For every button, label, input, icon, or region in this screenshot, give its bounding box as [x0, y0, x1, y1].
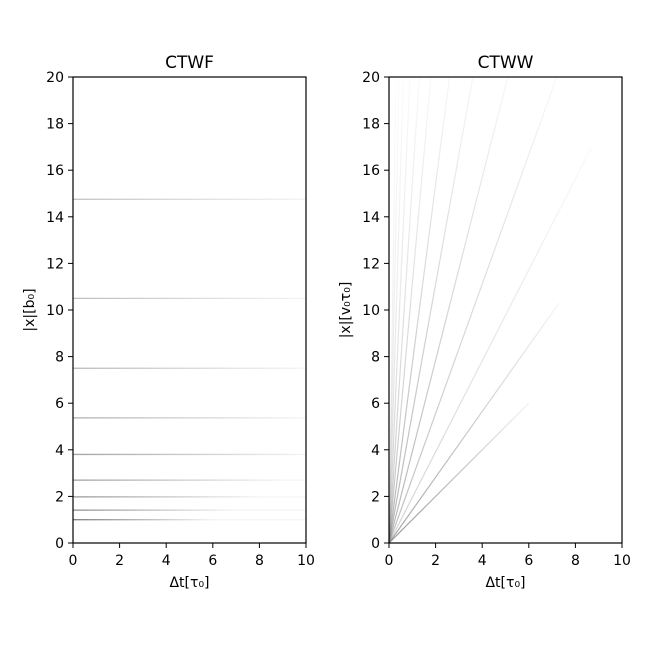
series-line — [388, 76, 411, 544]
x-tick-label: 2 — [115, 553, 124, 569]
series-line — [388, 76, 509, 544]
x-tick-label: 10 — [613, 553, 631, 569]
y-tick-label: 6 — [55, 396, 64, 412]
y-tick-label: 4 — [55, 443, 64, 459]
x-tick-label: 6 — [208, 553, 217, 569]
x-axis-ticks: 0 2 4 6 8 10 — [385, 543, 631, 569]
x-tick-label: 8 — [571, 553, 580, 569]
series-group — [388, 76, 593, 544]
y-tick-label: 20 — [362, 70, 380, 86]
y-axis-ticks: 0 2 4 6 8 10 12 14 16 18 20 — [362, 70, 389, 552]
series-line — [388, 76, 432, 544]
series-group — [73, 198, 306, 521]
y-tick-label: 10 — [46, 303, 64, 319]
y-tick-label: 6 — [371, 396, 380, 412]
y-tick-label: 18 — [362, 117, 380, 133]
series-line — [388, 402, 530, 544]
series-line — [388, 146, 593, 544]
y-tick-label: 16 — [46, 163, 64, 179]
series-line — [388, 76, 420, 544]
y-tick-label: 2 — [371, 489, 380, 505]
y-tick-label: 16 — [362, 163, 380, 179]
y-tick-label: 8 — [371, 350, 380, 366]
series-line — [388, 302, 560, 544]
x-axis-label: Δt[τ₀] — [485, 575, 525, 591]
y-axis-ticks: 0 2 4 6 8 10 12 14 16 18 20 — [46, 70, 73, 552]
x-tick-label: 0 — [385, 553, 394, 569]
chart-title: CTWF — [165, 53, 214, 73]
series-line — [388, 76, 451, 544]
y-tick-label: 12 — [362, 256, 380, 272]
y-tick-label: 0 — [371, 536, 380, 552]
y-tick-label: 20 — [46, 70, 64, 86]
y-tick-label: 14 — [362, 210, 380, 226]
x-tick-label: 8 — [255, 553, 264, 569]
x-axis-label: Δt[τ₀] — [169, 575, 209, 591]
x-tick-label: 6 — [524, 553, 533, 569]
x-tick-label: 2 — [431, 553, 440, 569]
y-tick-label: 0 — [55, 536, 64, 552]
series-line — [388, 76, 558, 544]
series-line — [388, 76, 397, 544]
chart-ctwf: CTWF 0 2 4 6 8 10 0 2 4 6 8 10 12 14 16 18 20 Δt[τ₀] |x… — [22, 53, 315, 591]
x-tick-label: 0 — [69, 553, 78, 569]
y-tick-label: 12 — [46, 256, 64, 272]
y-tick-label: 8 — [55, 350, 64, 366]
y-tick-label: 14 — [46, 210, 64, 226]
x-tick-label: 4 — [162, 553, 171, 569]
y-tick-label: 4 — [371, 443, 380, 459]
x-axis-ticks: 0 2 4 6 8 10 — [69, 543, 315, 569]
y-axis-label: |x|[b₀] — [22, 288, 38, 331]
series-line — [388, 76, 405, 544]
chart-title: CTWW — [478, 53, 534, 73]
y-tick-label: 10 — [362, 303, 380, 319]
y-tick-label: 18 — [46, 117, 64, 133]
y-tick-label: 2 — [55, 489, 64, 505]
x-tick-label: 4 — [478, 553, 487, 569]
series-line — [388, 76, 474, 544]
x-tick-label: 10 — [297, 553, 315, 569]
y-axis-label: |x|[v₀τ₀] — [338, 282, 354, 339]
chart-ctww: CTWW 0 2 4 6 8 10 0 2 4 6 8 10 12 14 16 18 20 Δt[τ₀] |x… — [338, 53, 631, 591]
